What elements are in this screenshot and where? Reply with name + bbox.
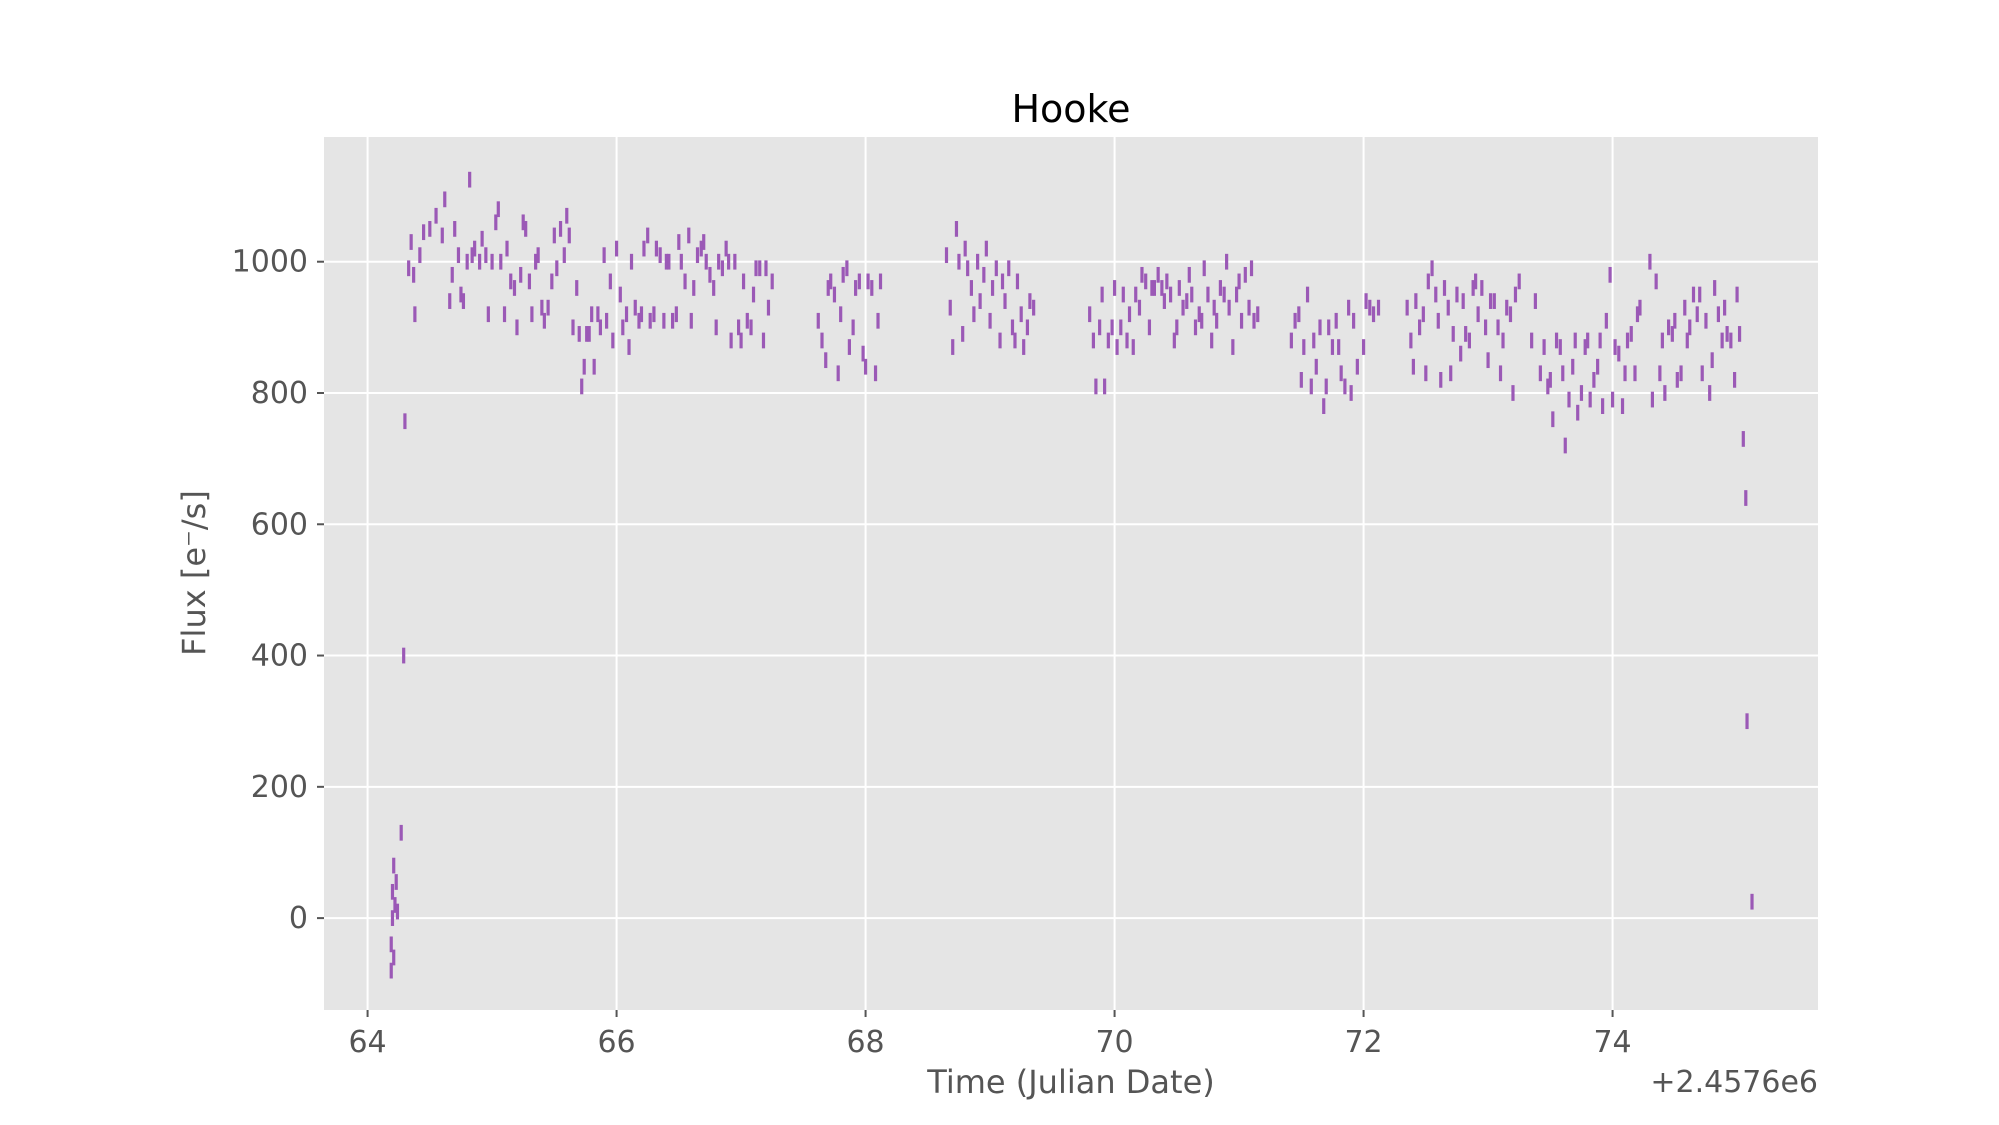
y-tick-label: 1000 bbox=[232, 245, 308, 280]
plot-background bbox=[324, 137, 1818, 1010]
y-tick-label: 800 bbox=[251, 376, 308, 411]
tick-labels: 64 66 68 70 72 74 0 200 400 600 800 1000 bbox=[232, 245, 1632, 1060]
y-tick-label: 400 bbox=[251, 639, 308, 674]
axis-ticks bbox=[317, 260, 1614, 1017]
x-tick-label: 70 bbox=[1095, 1025, 1133, 1060]
x-offset-label: +2.4576e6 bbox=[1650, 1065, 1818, 1100]
x-tick-label: 74 bbox=[1593, 1025, 1631, 1060]
x-tick-label: 66 bbox=[597, 1025, 635, 1060]
grid-lines bbox=[324, 137, 1818, 1010]
x-tick-label: 68 bbox=[846, 1025, 884, 1060]
x-tick-label: 64 bbox=[348, 1025, 386, 1060]
x-axis-label: Time (Julian Date) bbox=[926, 1063, 1215, 1101]
x-tick-label: 72 bbox=[1344, 1025, 1382, 1060]
y-axis-label: Flux [e⁻/s] bbox=[175, 490, 213, 656]
chart-title: Hooke bbox=[1011, 87, 1130, 131]
y-tick-label: 200 bbox=[251, 770, 308, 805]
data-points bbox=[389, 171, 1754, 979]
y-tick-label: 600 bbox=[251, 507, 308, 542]
y-tick-label: 0 bbox=[289, 901, 308, 936]
